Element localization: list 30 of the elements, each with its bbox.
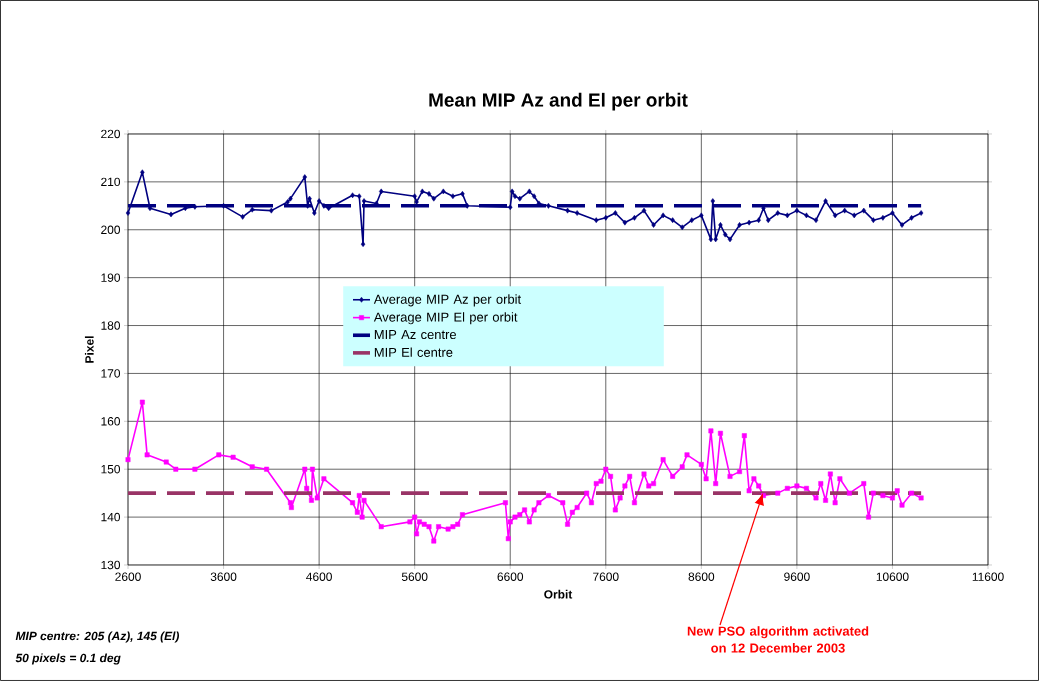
x-tick-label: 5600 bbox=[401, 572, 428, 581]
x-tick-label: 2600 bbox=[115, 572, 141, 581]
x-tick-label: 3600 bbox=[210, 572, 237, 581]
y-tick-label: 160 bbox=[101, 417, 121, 426]
legend-label: MIP El centre bbox=[374, 347, 453, 357]
x-tick-label: 11600 bbox=[972, 572, 1004, 581]
x-axis-title: Orbit bbox=[544, 589, 573, 599]
y-tick-label: 200 bbox=[101, 225, 121, 234]
y-tick-label: 170 bbox=[101, 369, 121, 378]
x-tick-label: 7600 bbox=[593, 572, 619, 581]
legend-label: MIP Az centre bbox=[374, 330, 456, 340]
chart-title: Mean MIP Az and El per orbit bbox=[429, 92, 688, 111]
text: New PSO algorithm activated on 12 December 2003 bbox=[687, 626, 869, 653]
y-tick-label: 190 bbox=[101, 273, 121, 282]
y-axis-title: Pixel bbox=[84, 336, 94, 363]
y-tick-label: 210 bbox=[101, 177, 121, 187]
x-tick-label: 4600 bbox=[306, 572, 332, 581]
text: MIP centre: 205 (Az), 145 (El) bbox=[15, 631, 180, 643]
legend-label: Average MIP El per orbit bbox=[373, 312, 518, 325]
x-tick-label: 6600 bbox=[497, 572, 524, 581]
y-tick-label: 140 bbox=[101, 512, 121, 522]
legend-label: Average MIP Az per orbit bbox=[373, 294, 522, 307]
x-tick-label: 9600 bbox=[784, 572, 810, 581]
text: 50 pixels = 0.1 deg bbox=[15, 653, 121, 665]
y-tick-label: 130 bbox=[101, 560, 121, 570]
y-tick-label: 150 bbox=[101, 464, 121, 474]
y-tick-label: 180 bbox=[101, 321, 121, 330]
x-tick-label: 8600 bbox=[688, 572, 715, 581]
x-tick-label: 10600 bbox=[876, 572, 909, 581]
y-tick-label: 220 bbox=[101, 129, 121, 139]
